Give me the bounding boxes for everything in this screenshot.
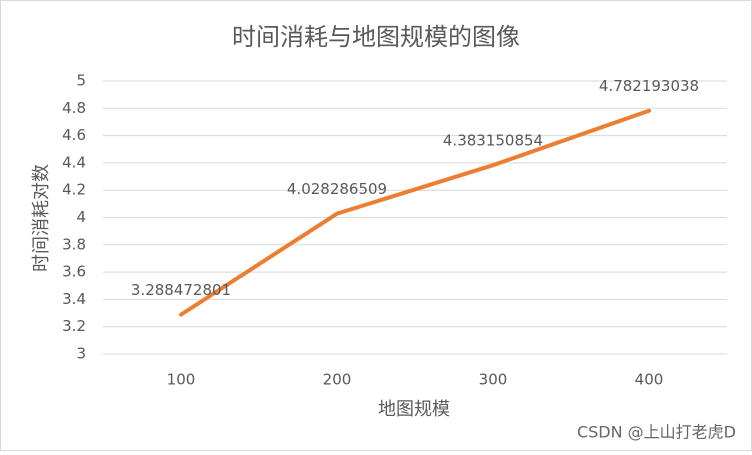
data-label: 4.383150854 — [443, 132, 543, 150]
y-tick-label: 5 — [76, 72, 86, 90]
y-tick-label: 3.8 — [62, 235, 86, 253]
y-tick-label: 3.2 — [62, 317, 86, 335]
y-tick-label: 4.4 — [62, 153, 86, 171]
y-tick-label: 4 — [76, 208, 86, 226]
x-axis-label: 地图规模 — [378, 399, 450, 420]
x-tick-label: 400 — [635, 371, 664, 389]
x-tick-label: 100 — [167, 371, 196, 389]
y-tick-label: 4.8 — [62, 99, 86, 117]
data-label: 3.288472801 — [131, 281, 231, 299]
y-tick-label: 4.6 — [62, 126, 86, 144]
watermark: CSDN @上山打老虎D — [577, 423, 736, 442]
line — [179, 108, 651, 317]
x-tick-label: 200 — [323, 371, 352, 389]
y-tick-label: 4.2 — [62, 181, 86, 199]
chart-title: 时间消耗与地图规模的图像 — [232, 23, 520, 51]
y-tick-label: 3.6 — [62, 263, 86, 281]
y-tick-label: 3.4 — [62, 290, 86, 308]
y-axis-label: 时间消耗对数 — [31, 164, 52, 272]
data-label: 4.028286509 — [287, 180, 387, 198]
y-tick-label: 3 — [76, 345, 86, 363]
x-tick-label: 300 — [479, 371, 508, 389]
data-label: 4.782193038 — [599, 77, 699, 95]
